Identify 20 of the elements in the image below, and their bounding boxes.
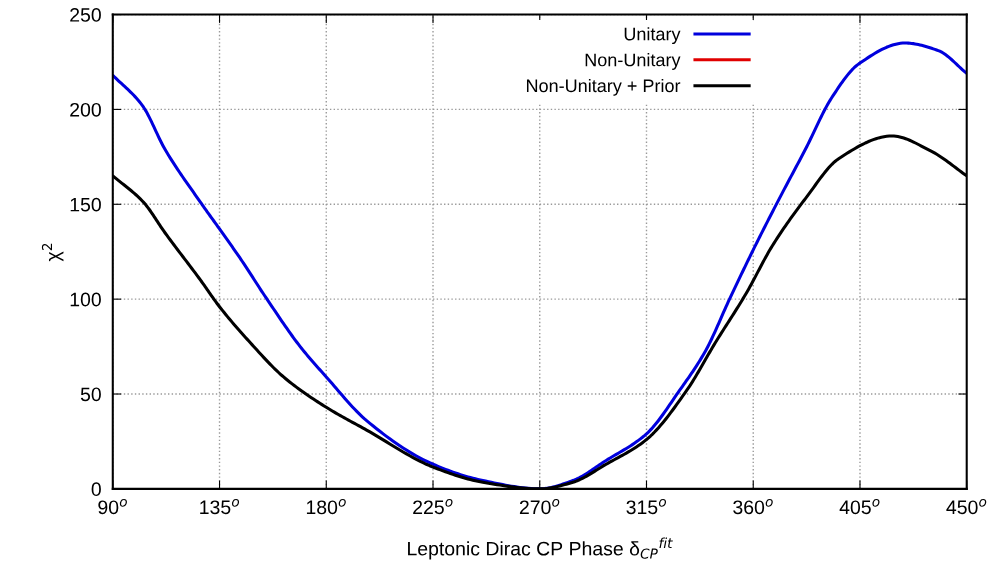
y-axis-title: χ$^{2}$: [41, 243, 64, 262]
legend-label: Non-Unitary: [585, 53, 681, 70]
x-tick-label: 450$^{o}$: [946, 498, 987, 515]
y-tick-label: 100: [70, 292, 101, 307]
y-tick-label: 200: [70, 102, 101, 117]
x-tick-label: 135$^{o}$: [200, 498, 240, 515]
x-tick-label: 405$^{o}$: [839, 498, 880, 515]
legend-label: Unitary: [624, 27, 681, 45]
y-tick-label: 50: [80, 387, 101, 402]
legend-label: Non-Unitary + Prior: [526, 78, 681, 96]
y-tick-label: 0: [91, 482, 101, 497]
x-tick-label: 180$^{o}$: [306, 498, 346, 515]
x-tick-label: 315$^{o}$: [626, 498, 667, 515]
x-tick-label: 90$^{o}$: [98, 498, 127, 515]
y-tick-label: 150: [70, 197, 101, 212]
x-tick-label: 360$^{o}$: [733, 498, 773, 515]
x-tick-label: 225$^{o}$: [413, 498, 453, 515]
x-tick-label: 270$^{o}$: [519, 498, 560, 515]
x-axis-title: Leptonic Dirac CP Phase δ$_{CP}$$^{fit}$: [408, 537, 673, 560]
y-tick-label: 250: [70, 8, 101, 22]
